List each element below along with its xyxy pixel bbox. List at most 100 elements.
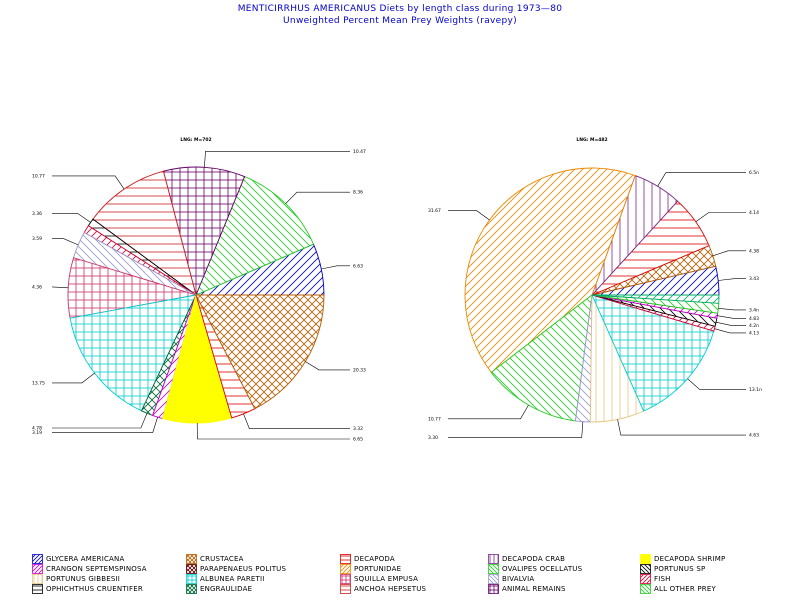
slice-label: 4.13	[749, 330, 759, 336]
leader-line	[718, 308, 746, 311]
legend-label: CRANGON SEPTEMSPINOSA	[46, 565, 147, 573]
slice-label: 3.30	[428, 435, 438, 441]
leader-line	[714, 328, 746, 334]
legend-swatch	[340, 584, 351, 594]
legend-label: GLYCERA AMERICANA	[46, 555, 125, 563]
leader-line	[204, 151, 350, 168]
leader-line	[285, 191, 350, 204]
legend-label: PORTUNUS GIBBESII	[46, 575, 121, 583]
leader-line	[712, 250, 746, 257]
legend-swatch	[340, 574, 351, 584]
legend-label: ENGRAULIDAE	[200, 585, 253, 593]
legend-label: DECAPODA SHRIMP	[654, 555, 726, 563]
leader-line	[448, 404, 529, 420]
page-subtitle: Unweighted Percent Mean Prey Weights (ra…	[283, 16, 517, 26]
legend-label: ANCHOA HEPSETUS	[354, 585, 427, 593]
slice-label: 4.14	[749, 210, 759, 216]
legend-label: ANIMAL REMAINS	[502, 585, 566, 593]
pie-chart-right: LNG: M=482 3.43 4.38 4.14 6.5n 31.67 10.77 3.30…	[428, 137, 762, 441]
pie-slice-portunidae	[464, 167, 636, 373]
legend-swatch	[32, 584, 43, 594]
legend-label: ALBUNEA PARETII	[200, 575, 265, 583]
pie-slice-all-other-prey	[195, 176, 315, 296]
legend-swatch	[186, 574, 197, 584]
slice-label: 4.83	[749, 316, 759, 322]
legend-swatch	[186, 584, 197, 594]
legend-label: OPHICHTHUS CRUENTIFER	[46, 585, 143, 593]
leader-line	[305, 361, 350, 371]
legend-swatch	[32, 564, 43, 574]
leader-line	[321, 265, 350, 270]
legend-swatch	[640, 574, 651, 584]
slice-label: 3.36	[32, 211, 42, 217]
legend-label: DECAPODA	[354, 555, 395, 563]
pie-slice-ovalipes-ocellatus	[490, 293, 593, 422]
legend-swatch	[186, 554, 197, 564]
pie-slice-albunea-paretii	[69, 294, 197, 412]
slice-label: 6.5n	[749, 170, 759, 176]
slice-label: 6.63	[353, 263, 363, 269]
legend-label: ALL OTHER PREY	[654, 585, 716, 593]
pie-slice-animal-remains	[162, 166, 246, 297]
slice-label: 3.43	[749, 276, 759, 282]
slice-label: 20.33	[353, 367, 366, 373]
legend-swatch	[640, 564, 651, 574]
slice-label: 31.67	[428, 208, 441, 214]
leader-line	[243, 413, 350, 430]
slice-label: 10.77	[428, 416, 441, 422]
leader-line	[718, 278, 746, 281]
leader-line	[715, 321, 746, 326]
leader-line	[717, 315, 746, 319]
legend-label: FISH	[654, 575, 671, 583]
slice-label: 3.32	[353, 426, 363, 432]
legend-swatch	[186, 564, 197, 574]
pie-slice-crustacea	[195, 294, 325, 410]
leader-line	[52, 417, 158, 433]
legend-swatch	[340, 564, 351, 574]
legend-swatch	[488, 564, 499, 574]
slice-label: 13.1n	[749, 387, 762, 393]
leader-line	[695, 212, 746, 222]
legend-swatch	[488, 584, 499, 594]
leader-line	[52, 413, 148, 429]
pie-slice-crabpen	[591, 294, 720, 304]
pie-charts: LNG: M=702 6.63 8.36 10.47 10.77 3.36 3.59 4.36…	[32, 137, 762, 443]
leader-line	[52, 175, 125, 190]
leader-line	[687, 378, 746, 390]
leader-line	[52, 372, 95, 384]
legend-label: PORTUNIDAE	[354, 565, 402, 573]
legend-label: CRUSTACEA	[200, 555, 244, 563]
slice-label: 6.65	[353, 437, 363, 443]
leader-line	[448, 421, 584, 438]
slice-label: 10.77	[32, 173, 45, 179]
pie-subtitle: LNG: M=702	[180, 137, 211, 143]
slice-label: 3.4n	[749, 307, 759, 313]
legend-label: DECAPODA CRAB	[502, 555, 566, 563]
legend-label: BIVALVIA	[502, 575, 535, 583]
slice-label: 10.47	[353, 149, 366, 155]
leader-line	[52, 286, 69, 289]
slice-label: 4.63	[749, 433, 759, 439]
legend-label: SQUILLA EMPUSA	[354, 575, 419, 583]
slice-label: 3.19	[32, 430, 42, 436]
legend-label: OVALIPES OCELLATUS	[502, 565, 583, 573]
slice-label: 4.38	[749, 248, 759, 254]
legend-swatch	[640, 584, 651, 594]
legend-label: PORTUNUS SP	[654, 565, 706, 573]
pie-subtitle: LNG: M=482	[576, 137, 607, 143]
leader-line	[196, 422, 350, 440]
leader-line	[52, 238, 79, 246]
leader-line	[617, 419, 746, 436]
legend-label: PARAPENAEUS POLITUS	[200, 565, 287, 573]
legend-swatch	[488, 554, 499, 564]
legend-swatch	[340, 554, 351, 564]
legend-swatch	[32, 574, 43, 584]
pie-chart-left: LNG: M=702 6.63 8.36 10.47 10.77 3.36 3.59 4.36…	[32, 137, 366, 443]
leader-line	[448, 210, 490, 221]
slice-label: 4.78	[32, 426, 42, 432]
legend-swatch	[488, 574, 499, 584]
slice-label: 4.2n	[749, 323, 759, 329]
slice-label: 4.36	[32, 284, 42, 290]
slice-label: 8.36	[353, 190, 363, 196]
slice-label: 13.75	[32, 380, 45, 386]
